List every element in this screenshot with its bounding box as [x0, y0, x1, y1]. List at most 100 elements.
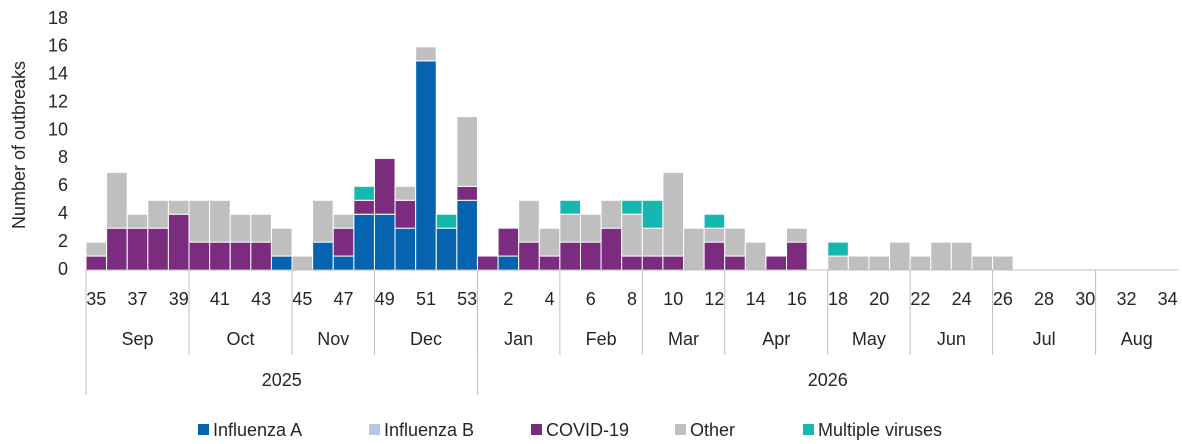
x-tick-label: 47 — [334, 289, 354, 309]
bar-segment — [373, 213, 396, 271]
bar-segment — [209, 199, 231, 243]
x-tick-label: 41 — [210, 289, 230, 309]
y-tick-label: 8 — [58, 147, 68, 167]
month-label: May — [852, 329, 886, 349]
x-tick-label: 18 — [828, 289, 848, 309]
bar-segment — [827, 241, 849, 257]
legend-label: Influenza B — [384, 420, 474, 440]
month-label: Jan — [504, 329, 533, 349]
bar-segment — [600, 227, 623, 271]
month-label: Dec — [410, 329, 442, 349]
bar-segment — [126, 213, 149, 229]
bar-segment — [641, 199, 664, 229]
y-tick-label: 14 — [48, 64, 68, 84]
month-label: Nov — [317, 329, 349, 349]
bar-segment — [147, 227, 169, 271]
y-tick-label: 0 — [58, 259, 68, 279]
x-tick-label: 14 — [746, 289, 766, 309]
bar-segment — [786, 227, 808, 243]
bar-segment — [703, 213, 726, 229]
bar-segment — [909, 255, 932, 271]
month-label: Sep — [121, 329, 153, 349]
x-tick-label: 35 — [86, 289, 106, 309]
x-tick-label: 53 — [457, 289, 477, 309]
bar-segment — [559, 241, 581, 271]
bar-segment — [847, 255, 870, 271]
bar-segment — [559, 199, 581, 215]
bar-segment — [435, 213, 458, 229]
bar-segment — [106, 171, 128, 229]
bar-segment — [744, 241, 767, 271]
legend-swatch — [675, 424, 686, 435]
x-tick-label: 10 — [663, 289, 683, 309]
bar-segment — [456, 199, 478, 271]
y-axis-label: Number of outbreaks — [9, 61, 29, 229]
bar-segment — [353, 199, 375, 215]
legend-label: COVID-19 — [546, 420, 629, 440]
bar-segment — [538, 227, 561, 257]
bar-segment — [641, 227, 664, 257]
year-label: 2026 — [808, 370, 848, 390]
x-tick-label: 22 — [910, 289, 930, 309]
bar-segment — [476, 255, 499, 271]
bar-segment — [332, 227, 355, 257]
bar-segment — [621, 255, 643, 271]
x-tick-label: 49 — [375, 289, 395, 309]
legend-label: Other — [690, 420, 735, 440]
bar-segment — [868, 255, 891, 271]
bar-segment — [765, 255, 788, 271]
legend-swatch — [803, 424, 814, 435]
y-tick-label: 18 — [48, 8, 68, 28]
bar-segment — [312, 241, 334, 271]
bar-segment — [641, 255, 664, 271]
legend-label: Influenza A — [213, 420, 302, 440]
x-tick-label: 8 — [627, 289, 637, 309]
y-tick-label: 4 — [58, 203, 68, 223]
legend-label: Multiple viruses — [818, 420, 942, 440]
month-label: Jun — [937, 329, 966, 349]
bar-segment — [971, 255, 994, 271]
bar-segment — [518, 241, 540, 271]
x-tick-label: 45 — [292, 289, 312, 309]
bar-segment — [497, 255, 520, 271]
bar-segment — [373, 157, 396, 215]
bar-segment — [353, 213, 375, 271]
bar-segment — [600, 199, 623, 229]
bar-segment — [147, 199, 169, 229]
x-tick-label: 51 — [416, 289, 436, 309]
bar-segment — [703, 241, 726, 271]
y-tick-label: 6 — [58, 175, 68, 195]
bar-segment — [167, 199, 190, 215]
legend-swatch — [531, 424, 542, 435]
bar-segment — [889, 241, 911, 271]
y-tick-label: 16 — [48, 36, 68, 56]
x-tick-label: 39 — [169, 289, 189, 309]
bar-segment — [312, 199, 334, 243]
x-tick-label: 34 — [1158, 289, 1178, 309]
x-tick-label: 6 — [586, 289, 596, 309]
bar-segment — [579, 213, 602, 243]
x-tick-label: 26 — [993, 289, 1013, 309]
bar-segment — [621, 213, 643, 257]
bar-segment — [394, 185, 417, 201]
bar-segment — [456, 116, 478, 187]
y-tick-label: 12 — [48, 91, 68, 111]
bar-segment — [703, 227, 726, 243]
bar-segment — [188, 241, 211, 271]
x-tick-label: 28 — [1034, 289, 1054, 309]
bar-segment — [724, 227, 746, 257]
bar-segment — [188, 199, 211, 243]
bar-segment — [415, 60, 437, 271]
x-tick-label: 4 — [545, 289, 555, 309]
bar-segment — [456, 185, 478, 201]
bar-segment — [621, 199, 643, 215]
month-label: Aug — [1121, 329, 1153, 349]
bar-segment — [85, 255, 108, 271]
bar-segment — [662, 171, 685, 257]
bar-segment — [167, 213, 190, 271]
x-tick-label: 32 — [1116, 289, 1136, 309]
legend-swatch — [198, 424, 209, 435]
bar-segment — [786, 241, 808, 271]
x-tick-label: 20 — [869, 289, 889, 309]
